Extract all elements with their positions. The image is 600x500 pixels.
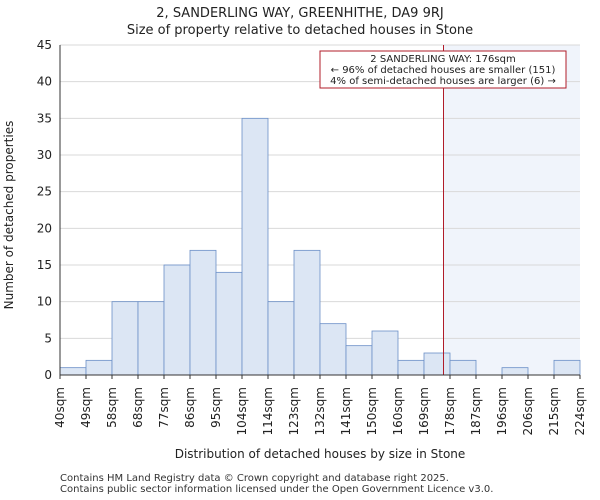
x-axis-label: Distribution of detached houses by size … [175, 447, 466, 461]
y-tick-label: 10 [37, 295, 52, 309]
bar [163, 264, 191, 376]
bars [59, 117, 581, 376]
y-tick-label: 30 [37, 148, 52, 162]
bar [501, 367, 529, 376]
x-tick-label: 58sqm [105, 387, 119, 428]
bar [553, 359, 581, 376]
y-tick-label: 0 [44, 368, 52, 382]
footer-licence: Contains public sector information licen… [60, 484, 494, 495]
y-tick-label: 45 [37, 38, 52, 52]
x-tick-label: 206sqm [521, 387, 535, 435]
y-tick-label: 20 [37, 221, 52, 235]
x-tick-label: 49sqm [79, 387, 93, 428]
bar [85, 359, 113, 376]
x-tick-label: 68sqm [131, 387, 145, 428]
x-tick-label: 224sqm [573, 387, 587, 435]
bar [137, 301, 165, 376]
y-tick-label: 15 [37, 258, 52, 272]
y-tick-label: 25 [37, 185, 52, 199]
x-tick-label: 132sqm [313, 387, 327, 435]
bar [371, 330, 399, 376]
x-tick-label: 150sqm [365, 387, 379, 435]
x-tick-labels: 40sqm 49sqm 58sqm 68sqm 77sqm 86sqm 95sqm 104sq… [53, 375, 587, 435]
footer-copyright: Contains HM Land Registry data © Crown c… [60, 473, 449, 484]
annotation-line-2: ← 96% of detached houses are smaller (15… [331, 65, 556, 76]
x-tick-label: 77sqm [157, 387, 171, 428]
chart-title: 2, SANDERLING WAY, GREENHITHE, DA9 9RJ [156, 6, 443, 21]
x-tick-label: 178sqm [443, 387, 457, 435]
x-tick-label: 95sqm [209, 387, 223, 428]
bar [189, 249, 217, 376]
bar [293, 249, 321, 376]
x-tick-label: 160sqm [391, 387, 405, 435]
bar [111, 301, 139, 376]
bar [449, 359, 477, 376]
x-tick-label: 215sqm [547, 387, 561, 435]
annotation-box: 2 SANDERLING WAY: 176sqm ← 96% of detach… [319, 50, 567, 89]
y-tick-label: 35 [37, 111, 52, 125]
x-tick-label: 40sqm [53, 387, 67, 428]
x-tick-label: 169sqm [417, 387, 431, 435]
bar [397, 359, 425, 376]
bar [345, 345, 373, 376]
y-tick-label: 40 [37, 75, 52, 89]
x-tick-label: 187sqm [469, 387, 483, 435]
annotation-line-3: 4% of semi-detached houses are larger (6… [330, 76, 556, 87]
x-tick-label: 104sqm [235, 387, 249, 435]
annotation-frame [319, 50, 567, 89]
x-tick-label: 141sqm [339, 387, 353, 435]
y-axis-label: Number of detached properties [2, 121, 16, 310]
chart-subtitle: Size of property relative to detached ho… [127, 23, 473, 38]
bar [319, 323, 347, 376]
bar [59, 367, 87, 376]
bar [423, 352, 451, 376]
bar [241, 117, 269, 376]
x-tick-label: 114sqm [261, 387, 275, 435]
bar [267, 301, 295, 376]
x-tick-label: 123sqm [287, 387, 301, 435]
x-tick-label: 196sqm [495, 387, 509, 435]
y-tick-labels: 0 5 10 15 20 25 30 35 40 45 [37, 38, 52, 382]
x-tick-label: 86sqm [183, 387, 197, 428]
y-tick-label: 5 [44, 331, 52, 345]
bar [215, 271, 243, 376]
annotation-line-1: 2 SANDERLING WAY: 176sqm [370, 54, 515, 65]
highlight-region [443, 45, 580, 375]
